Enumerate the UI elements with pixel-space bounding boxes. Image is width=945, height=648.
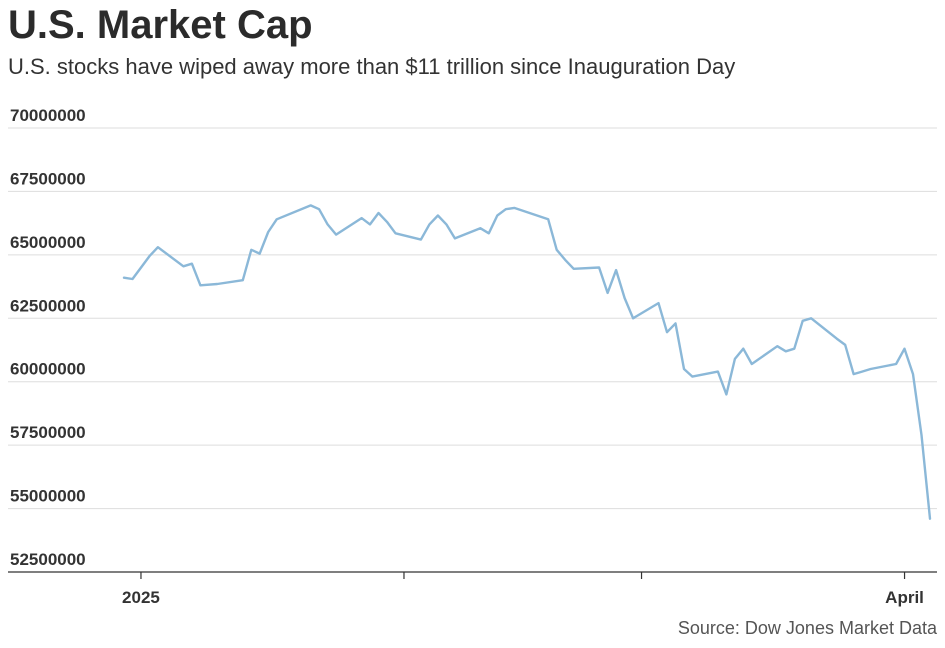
y-axis-tick-labels: 70000000 67500000 65000000 62500000 60000000… [10,106,86,569]
y-tick-label: 65000000 [10,233,86,252]
x-axis: 2025 April [8,571,937,607]
market-cap-line [122,204,932,520]
y-tick-label: 62500000 [10,296,86,315]
y-tick-label: 67500000 [10,169,86,188]
gridlines [8,127,937,510]
y-tick-label: 57500000 [10,423,86,442]
series-layer [122,204,932,520]
y-tick-label: 60000000 [10,360,86,379]
chart-title: U.S. Market Cap [8,3,313,47]
x-tick-label: 2025 [122,588,160,607]
x-tick-label: April [885,588,924,607]
source-note: Source: Dow Jones Market Data [677,618,937,638]
chart-subtitle: U.S. stocks have wiped away more than $1… [8,54,736,79]
y-tick-label: 55000000 [10,487,86,506]
y-tick-label: 70000000 [10,106,86,125]
y-tick-label: 52500000 [10,550,86,569]
